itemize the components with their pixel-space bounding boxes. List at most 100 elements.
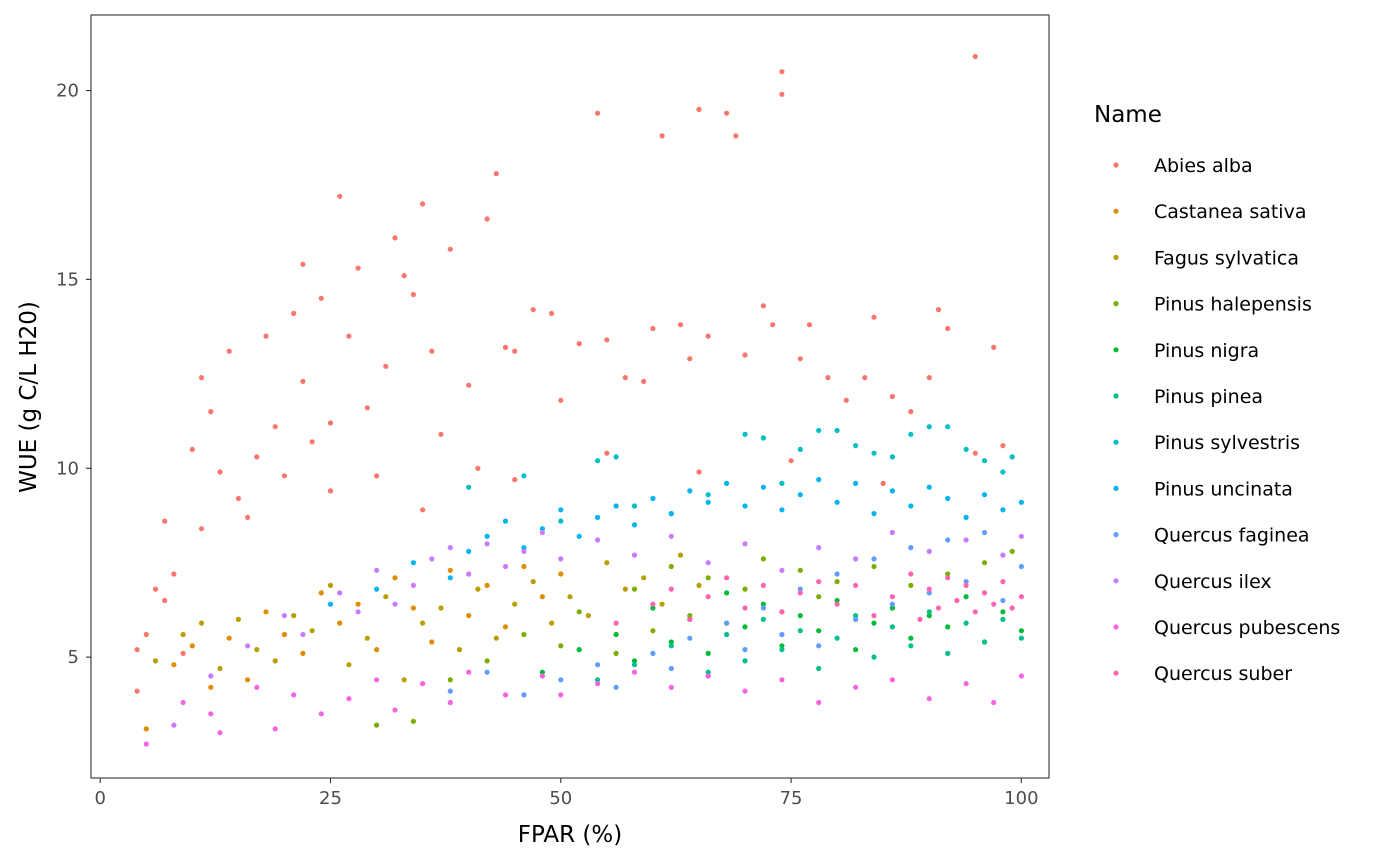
data-point [429,348,435,354]
data-point [235,495,241,502]
data-point [438,431,444,437]
data-point [171,662,177,668]
data-point [226,348,232,354]
data-point [143,631,149,638]
data-point [475,465,481,471]
data-point [549,620,555,626]
data-point [466,613,472,619]
data-point [318,295,324,301]
data-point [1000,443,1006,449]
data-point [171,571,177,577]
data-point [180,631,186,638]
data-point [254,647,260,653]
data-point [152,586,159,592]
legend-key-dot [1113,485,1119,491]
series-7 [327,477,1024,607]
data-point [327,420,334,426]
data-point [1000,552,1006,558]
data-point [779,609,785,615]
data-point [926,613,932,619]
data-point [650,650,656,657]
data-point [208,711,214,717]
data-point [935,307,942,313]
data-point [853,443,859,449]
legend-item: Pinus sylvestris [1113,432,1300,454]
legend-label: Pinus sylvestris [1154,432,1300,454]
data-point [392,575,398,581]
data-point [677,552,684,558]
data-point [797,492,803,498]
data-point [668,563,674,570]
data-point [327,488,334,494]
legend-item: Pinus pinea [1113,386,1263,408]
data-point [1000,597,1006,604]
data-point [456,647,463,653]
data-point [364,635,370,641]
data-point [1009,605,1015,611]
data-point [797,567,803,573]
data-point [1009,548,1015,555]
data-point [631,503,638,509]
data-point [668,510,674,517]
data-point [1018,628,1024,634]
data-point [816,628,822,634]
data-point [760,435,767,441]
data-point [991,344,997,350]
data-point [521,631,527,638]
legend-key-dot [1113,624,1119,630]
legend-key-dot [1113,162,1119,168]
data-point [668,643,674,649]
data-point [595,537,601,543]
data-point [595,677,601,683]
data-point [1000,609,1006,615]
data-point [724,480,730,486]
data-point [889,594,896,600]
data-point [622,586,628,592]
data-point [889,605,896,611]
legend-label: Pinus halepensis [1154,294,1312,316]
data-point [281,473,287,479]
data-point [696,582,702,589]
data-point [355,265,361,271]
y-axis: 5 10 15 20 [56,81,91,668]
data-point [963,620,969,626]
data-point [631,522,638,528]
data-point [889,677,896,683]
data-point [346,662,352,668]
data-point [1018,594,1024,600]
data-point [797,613,803,619]
data-point [742,541,748,547]
data-point [595,662,601,668]
data-point [521,548,527,555]
data-point [991,699,997,706]
data-point [447,246,453,252]
legend-item: Quercus ilex [1113,571,1272,593]
data-point [604,337,610,343]
data-point [374,647,380,653]
data-point [1000,616,1006,623]
data-point [558,397,564,403]
data-point [816,643,822,649]
data-point [935,605,942,611]
data-point [779,643,785,649]
data-point [742,352,748,358]
data-point [272,726,278,732]
data-point [272,658,278,664]
y-tick-label: 10 [56,458,79,479]
data-point [447,677,453,683]
legend-item: Pinus nigra [1113,340,1259,362]
data-point [143,726,149,732]
data-point [392,707,398,713]
data-point [613,503,619,509]
data-point [245,677,251,683]
data-point [926,375,932,381]
data-point [484,658,490,664]
data-point [410,582,416,589]
data-point [954,597,960,604]
data-point [770,322,776,328]
data-point [724,110,730,116]
series-8 [447,529,1024,698]
legend-label: Castanea sativa [1154,201,1306,223]
